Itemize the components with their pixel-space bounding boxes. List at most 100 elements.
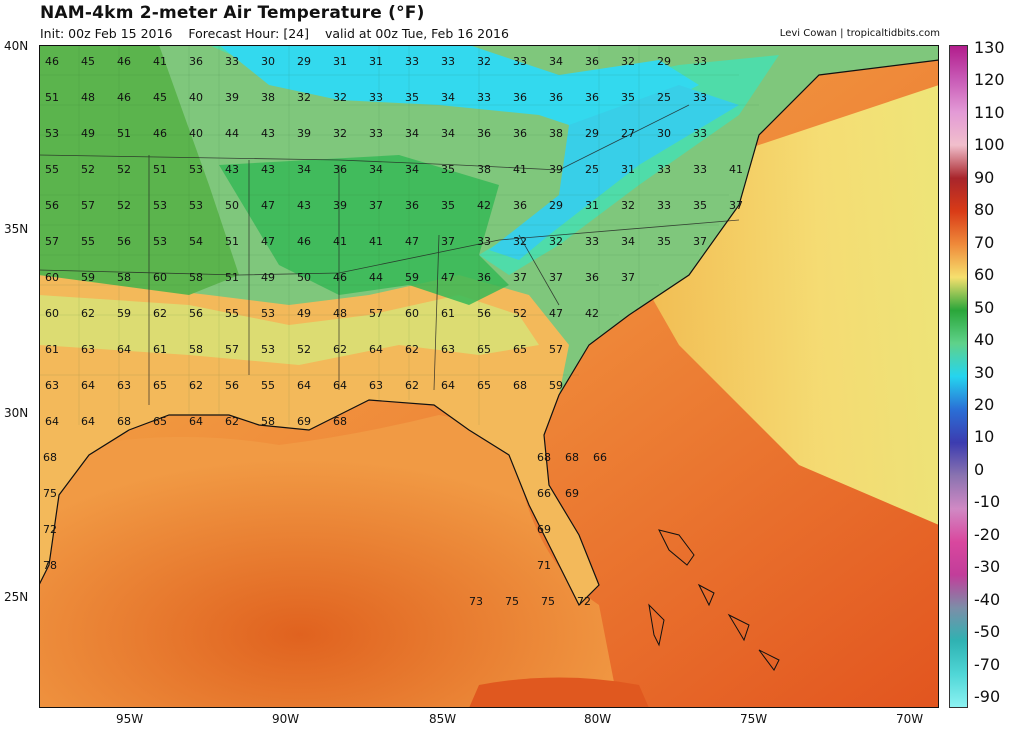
lon-label-80w: 80W — [584, 712, 612, 726]
colorbar-label: -30 — [974, 557, 1001, 577]
station-temperature: 36 — [477, 271, 491, 284]
station-temperature: 58 — [117, 271, 131, 284]
station-temperature: 31 — [369, 55, 383, 68]
station-temperature: 32 — [333, 91, 347, 104]
colorbar-label: 0 — [974, 459, 985, 479]
station-temperature: 78 — [43, 559, 57, 572]
station-temperature: 52 — [81, 163, 95, 176]
station-temperature: 35 — [441, 163, 455, 176]
colorbar-label: 80 — [974, 200, 995, 220]
station-temperature: 33 — [693, 163, 707, 176]
station-temperature: 63 — [45, 379, 59, 392]
station-temperature: 56 — [225, 379, 239, 392]
lon-label-95w: 95W — [116, 712, 144, 726]
station-temperature: 35 — [405, 91, 419, 104]
lon-label-90w: 90W — [272, 712, 300, 726]
station-temperature: 31 — [621, 163, 635, 176]
station-temperature: 33 — [441, 55, 455, 68]
station-temperature: 33 — [513, 55, 527, 68]
station-temperature: 33 — [693, 55, 707, 68]
station-temperature: 64 — [297, 379, 311, 392]
colorbar-label: 110 — [974, 102, 1005, 122]
station-temperature: 33 — [369, 91, 383, 104]
station-temperature: 38 — [549, 127, 563, 140]
station-temperature: 41 — [369, 235, 383, 248]
station-temperature: 68 — [537, 451, 551, 464]
station-temperature: 33 — [225, 55, 239, 68]
station-temperature: 52 — [117, 163, 131, 176]
station-temperature: 65 — [153, 415, 167, 428]
lat-label-35n: 35N — [4, 222, 29, 236]
station-temperature: 52 — [297, 343, 311, 356]
station-temperature: 44 — [225, 127, 239, 140]
station-temperature: 36 — [513, 91, 527, 104]
colorbar-label: -10 — [974, 492, 1001, 512]
station-temperature: 37 — [729, 199, 743, 212]
station-temperature: 37 — [513, 271, 527, 284]
station-temperature: 36 — [189, 55, 203, 68]
station-temperature: 34 — [405, 127, 419, 140]
station-temperature: 37 — [441, 235, 455, 248]
station-temperature: 65 — [153, 379, 167, 392]
station-temperature: 33 — [657, 163, 671, 176]
station-temperature: 34 — [441, 91, 455, 104]
colorbar-label: 100 — [974, 135, 1005, 155]
colorbar-label: 40 — [974, 330, 995, 350]
station-temperature: 68 — [333, 415, 347, 428]
station-temperature: 71 — [537, 559, 551, 572]
station-temperature: 57 — [369, 307, 383, 320]
station-temperature: 72 — [43, 523, 57, 536]
station-temperature: 50 — [225, 199, 239, 212]
map-title: NAM-4km 2-meter Air Temperature (°F) — [40, 3, 425, 23]
station-temperature: 61 — [45, 343, 59, 356]
station-temperature: 47 — [261, 235, 275, 248]
station-temperature: 29 — [549, 199, 563, 212]
station-temperature: 57 — [81, 199, 95, 212]
station-temperature: 63 — [81, 343, 95, 356]
station-temperature: 49 — [297, 307, 311, 320]
station-temperature: 69 — [297, 415, 311, 428]
station-temperature: 42 — [477, 199, 491, 212]
station-temperature: 33 — [585, 235, 599, 248]
station-temperature: 46 — [117, 91, 131, 104]
station-temperature: 58 — [189, 271, 203, 284]
station-temperature: 59 — [81, 271, 95, 284]
station-temperature: 54 — [189, 235, 203, 248]
station-temperature: 66 — [537, 487, 551, 500]
station-temperature: 62 — [81, 307, 95, 320]
station-temperature: 35 — [693, 199, 707, 212]
station-temperature: 64 — [117, 343, 131, 356]
station-temperature: 31 — [333, 55, 347, 68]
station-temperature: 59 — [405, 271, 419, 284]
station-temperature: 33 — [693, 91, 707, 104]
station-temperature: 53 — [45, 127, 59, 140]
station-temperature: 60 — [405, 307, 419, 320]
colorbar-label: -90 — [974, 687, 1001, 706]
station-temperature: 64 — [189, 415, 203, 428]
station-temperature: 42 — [585, 307, 599, 320]
station-temperature: 60 — [45, 307, 59, 320]
station-temperature: 63 — [369, 379, 383, 392]
temperature-map: 46 45 46 41 36 33 30 29 31 31 33 33 32 33 34 36 32 29 33 51… — [39, 45, 939, 708]
station-temperature: 41 — [333, 235, 347, 248]
station-temperature: 56 — [117, 235, 131, 248]
station-temperature: 33 — [477, 91, 491, 104]
station-temperature: 43 — [297, 199, 311, 212]
station-temperature: 68 — [513, 379, 527, 392]
station-temperature: 57 — [549, 343, 563, 356]
lon-label-85w: 85W — [429, 712, 457, 726]
credit-text: Levi Cowan | tropicaltidbits.com — [779, 28, 940, 39]
station-temperature: 69 — [537, 523, 551, 536]
station-temperature: 73 — [469, 595, 483, 608]
init-time: Init: 00z Feb 15 2016 — [40, 26, 173, 41]
lat-label-40n: 40N — [4, 39, 29, 53]
station-temperature: 38 — [477, 163, 491, 176]
station-temperature: 41 — [153, 55, 167, 68]
colorbar — [949, 45, 968, 708]
station-temperature: 30 — [261, 55, 275, 68]
colorbar-label: 30 — [974, 362, 995, 382]
station-temperature: 46 — [45, 55, 59, 68]
colorbar-label: 50 — [974, 297, 995, 317]
station-temperature: 33 — [657, 199, 671, 212]
station-temperature: 39 — [549, 163, 563, 176]
